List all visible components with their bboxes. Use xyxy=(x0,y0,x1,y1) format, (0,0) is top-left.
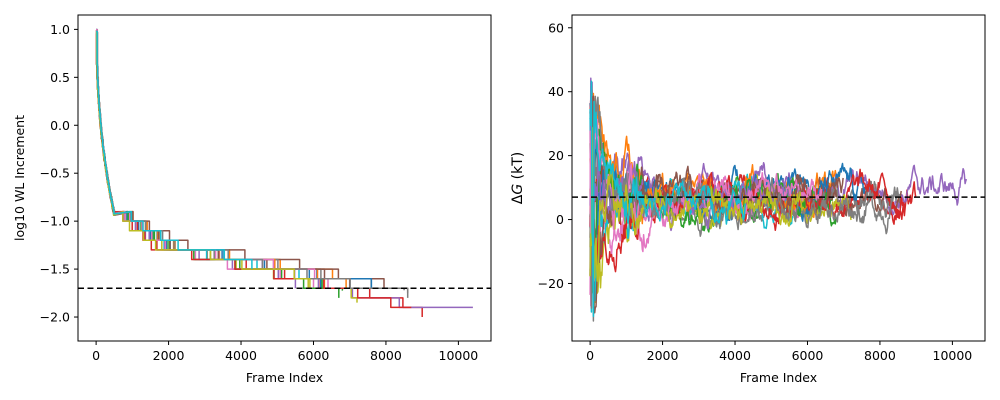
y-tick-label: −20 xyxy=(538,276,564,291)
dg-series-line xyxy=(589,80,747,318)
left-panel: 0 2000 4000 6000 8000 10000 −2.0 −1.5 −1.0 −0.5 0… xyxy=(12,14,492,385)
right-y-axis-label: ΔG (kT) xyxy=(510,152,526,204)
x-tick-label: 10000 xyxy=(933,348,973,363)
right-y-axis-label-unit: (kT) xyxy=(510,152,526,184)
y-tick-label: −1.5 xyxy=(40,262,70,277)
x-tick-label: 6000 xyxy=(298,348,330,363)
wl-series-group xyxy=(95,28,473,317)
y-tick-label: 60 xyxy=(548,20,564,35)
right-x-ticks: 0 2000 4000 6000 8000 10000 xyxy=(586,341,972,363)
y-tick-label: −1.0 xyxy=(40,214,70,229)
x-tick-label: 2000 xyxy=(647,348,679,363)
y-tick-label: −2.0 xyxy=(40,310,70,325)
x-tick-label: 4000 xyxy=(225,348,257,363)
x-tick-label: 8000 xyxy=(370,348,402,363)
left-x-ticks: 0 2000 4000 6000 8000 10000 xyxy=(92,341,478,363)
left-y-ticks: −2.0 −1.5 −1.0 −0.5 0.0 0.5 1.0 xyxy=(40,22,78,325)
left-y-axis-label: log10 WL Increment xyxy=(12,115,27,241)
dg-series-group xyxy=(589,77,968,322)
y-tick-label: 1.0 xyxy=(50,22,70,37)
left-axes-frame xyxy=(77,14,492,342)
wl-series-line xyxy=(96,30,253,270)
x-tick-label: 0 xyxy=(92,348,100,363)
right-panel: 0 2000 4000 6000 8000 10000 −20 0 20 40 60 Frame … xyxy=(510,14,986,385)
right-axes-frame xyxy=(571,14,986,342)
y-tick-label: 0.5 xyxy=(50,70,70,85)
right-y-axis-label-var: G xyxy=(510,184,526,195)
x-tick-label: 2000 xyxy=(153,348,185,363)
x-tick-label: 6000 xyxy=(792,348,824,363)
left-x-axis-label: Frame Index xyxy=(246,370,323,385)
y-tick-label: 0.0 xyxy=(50,118,70,133)
right-y-axis-label-prefix: Δ xyxy=(510,194,526,204)
x-tick-label: 10000 xyxy=(439,348,479,363)
y-tick-label: 40 xyxy=(548,84,564,99)
right-x-axis-label: Frame Index xyxy=(740,370,817,385)
x-tick-label: 0 xyxy=(586,348,594,363)
right-y-ticks: −20 0 20 40 60 xyxy=(538,20,572,291)
y-tick-label: 0 xyxy=(556,212,564,227)
x-tick-label: 4000 xyxy=(719,348,751,363)
x-tick-label: 8000 xyxy=(864,348,896,363)
y-tick-label: 20 xyxy=(548,148,564,163)
y-tick-label: −0.5 xyxy=(40,166,70,181)
